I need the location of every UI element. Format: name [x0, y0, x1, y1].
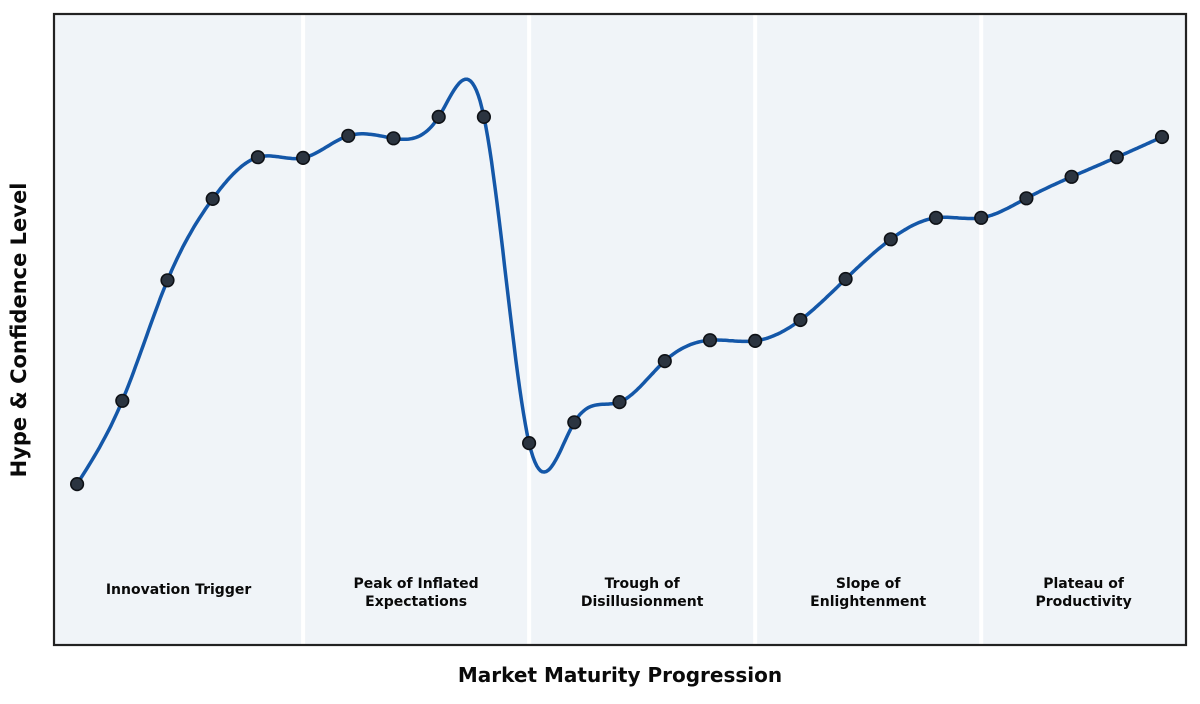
data-point-marker — [793, 312, 808, 328]
data-point-marker — [838, 271, 853, 287]
data-point-marker — [1154, 129, 1170, 145]
data-point-marker — [974, 210, 989, 225]
data-point-marker — [250, 150, 265, 165]
data-point-marker — [657, 354, 672, 369]
data-point-marker — [567, 415, 582, 430]
plot-border — [52, 12, 1188, 647]
data-point-marker — [160, 273, 175, 288]
phase-label: Innovation Trigger — [106, 582, 252, 598]
phase-label: Peak of Inflated Expectations — [354, 576, 479, 610]
phase-labels: Innovation Trigger Peak of Inflated Expect… — [106, 576, 1132, 610]
data-point-marker — [69, 477, 85, 492]
data-point-marker — [883, 232, 898, 247]
data-point-marker — [1019, 191, 1034, 206]
data-point-marker — [1064, 169, 1079, 184]
data-point-marker — [521, 436, 537, 451]
data-point-markers — [69, 109, 1170, 492]
data-point-marker — [476, 109, 492, 124]
data-point-marker — [341, 128, 356, 143]
data-point-marker — [612, 395, 627, 410]
y-axis-label: Hype & Confidence Level — [7, 183, 31, 478]
data-point-marker — [386, 131, 401, 146]
data-point-marker — [748, 333, 763, 349]
phase-label: Slope of Enlightenment — [810, 576, 926, 610]
data-point-marker — [1109, 150, 1124, 165]
data-point-marker — [205, 191, 220, 206]
phase-label: Trough of Disillusionment — [581, 576, 704, 610]
data-point-marker — [115, 393, 130, 408]
plot-background — [54, 14, 1186, 645]
data-point-marker — [296, 150, 311, 165]
phase-separators — [301, 14, 984, 645]
data-point-marker — [431, 109, 446, 124]
data-point-marker — [702, 333, 718, 348]
data-point-marker — [928, 210, 944, 225]
phase-label: Plateau of Productivity — [1035, 576, 1131, 610]
x-axis-label: Market Maturity Progression — [458, 663, 782, 687]
